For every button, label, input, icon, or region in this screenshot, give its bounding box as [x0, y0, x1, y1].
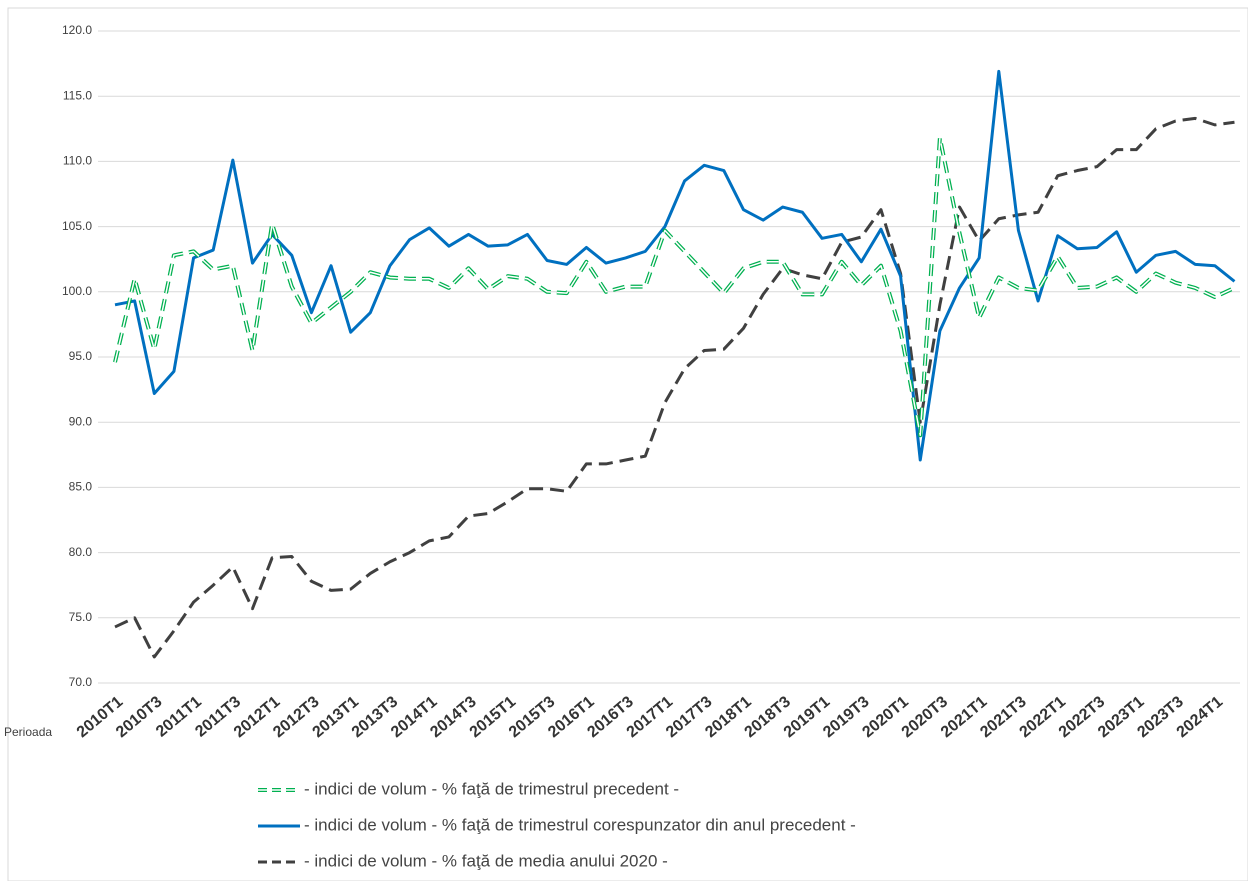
- chart-border: [7, 7, 1248, 882]
- y-tick-label: 90.0: [69, 414, 93, 428]
- y-tick-label: 70.0: [69, 675, 93, 689]
- y-tick-label: 80.0: [69, 545, 93, 559]
- y-tick-label: 115.0: [63, 88, 92, 102]
- y-tick-label: 95.0: [69, 349, 93, 363]
- series-line: [114, 116, 1235, 659]
- legend-label: - indici de volum - % faţă de media anul…: [304, 851, 668, 870]
- y-tick-label: 110.0: [63, 154, 92, 168]
- y-tick-label: 105.0: [62, 219, 92, 233]
- legend-label: - indici de volum - % faţă de trimestrul…: [304, 815, 856, 834]
- legend-label: - indici de volum - % faţă de trimestrul…: [304, 779, 679, 798]
- series-line: [113, 135, 1236, 438]
- y-tick-label: 85.0: [69, 480, 93, 494]
- y-tick-label: 100.0: [62, 284, 92, 298]
- x-axis-label: Perioada: [4, 725, 52, 739]
- y-tick-label: 75.0: [69, 610, 93, 624]
- y-tick-label: 120.0: [62, 23, 92, 37]
- series-line: [114, 69, 1236, 462]
- series-line: [114, 137, 1235, 436]
